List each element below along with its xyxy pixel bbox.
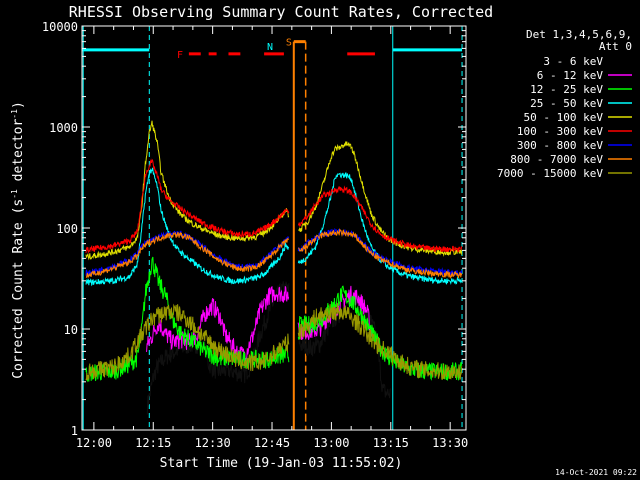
x-axis-label: Start Time (19-Jan-03 11:55:02) xyxy=(160,456,403,471)
footer-timestamp: 14-Oct-2021 09:22 xyxy=(555,468,637,477)
y-axis-label-main: Corrected Count Rate (s xyxy=(11,199,26,379)
flag-label-S: S xyxy=(286,38,292,49)
legend-label-0: 3 - 6 keV xyxy=(543,55,603,68)
data-series xyxy=(85,120,463,415)
legend-label-5: 100 - 300 keV xyxy=(517,125,603,138)
chart-title: RHESSI Observing Summary Count Rates, Co… xyxy=(69,3,493,21)
legend-header-1: Att 0 xyxy=(599,40,632,53)
x-tick-label-2: 12:30 xyxy=(195,436,231,450)
legend-header-0: Det 1,3,4,5,6,9, xyxy=(526,28,632,41)
x-tick-label-0: 12:00 xyxy=(76,436,112,450)
legend-label-7: 800 - 7000 keV xyxy=(510,153,603,166)
y-tick-label-2: 100 xyxy=(56,222,78,236)
series-line-7 xyxy=(85,227,463,280)
x-tick-label-4: 13:00 xyxy=(313,436,349,450)
x-tick-label-5: 13:15 xyxy=(373,436,409,450)
y-tick-label-1: 10 xyxy=(64,323,78,337)
axes: 12:00 12:15 12:30 12:45 13:00 13:15 13:30 1 10 10… xyxy=(42,20,468,450)
series-line-3 xyxy=(85,167,462,287)
x-tick-label-6: 13:30 xyxy=(432,436,468,450)
flag-label-N: N xyxy=(267,42,273,53)
y-tick-label-0: 1 xyxy=(71,424,78,438)
y-axis-label: Corrected Count Rate (s-1 detector-1) xyxy=(10,101,26,379)
y-axis-label-mid: detector xyxy=(11,119,26,190)
legend-label-3: 25 - 50 keV xyxy=(530,97,603,110)
flag-label-F: F xyxy=(177,50,183,61)
y-tick-label-4: 10000 xyxy=(42,20,78,34)
series-line-5 xyxy=(85,158,463,255)
legend-label-8: 7000 - 15000 keV xyxy=(497,167,603,180)
y-axis-label-sup1: -1 xyxy=(10,189,19,199)
y-axis-label-end: ) xyxy=(11,101,26,109)
series-line-4 xyxy=(85,120,463,261)
y-tick-label-3: 1000 xyxy=(49,121,78,135)
legend-label-6: 300 - 800 keV xyxy=(517,139,603,152)
x-tick-label-3: 12:45 xyxy=(254,436,290,450)
legend-label-1: 6 - 12 keV xyxy=(537,69,604,82)
series-line-8 xyxy=(85,303,463,381)
x-tick-label-1: 12:15 xyxy=(135,436,171,450)
y-axis-label-sup2: -1 xyxy=(10,109,19,119)
legend-label-2: 12 - 25 keV xyxy=(530,83,603,96)
legend-label-4: 50 - 100 keV xyxy=(524,111,604,124)
